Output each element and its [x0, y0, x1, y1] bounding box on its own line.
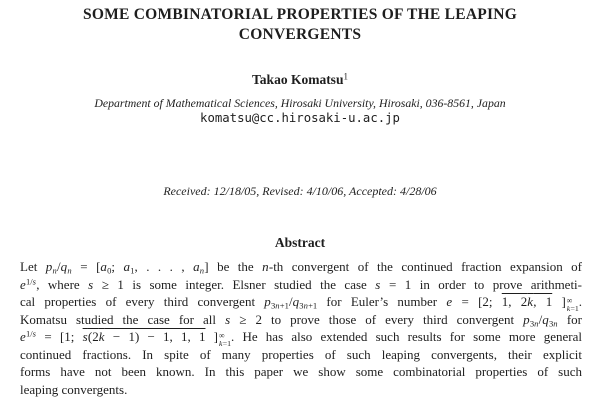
abstract-line-7: forms have not been known. In this paper…: [20, 364, 582, 379]
abstract-line-8: leaping convergents.: [20, 381, 128, 397]
author-email: komatsu@cc.hirosaki-u.ac.jp: [200, 111, 400, 125]
abstract-line-6: continued fractions. In spite of many pr…: [20, 346, 582, 362]
abstract-line-4: Komatsu studied the case for all s ≥ 2 t…: [20, 311, 582, 328]
author-affiliation: Department of Mathematical Sciences, Hir…: [94, 96, 506, 110]
abstract-line-5: e1/s = [1; s(2k − 1) − 1, 1, 1 ] ∞ k=1. He…: [20, 328, 582, 348]
abstract-line-2: e1/s, where s ≥ 1 is some integer. Elsne…: [20, 276, 583, 292]
paper-title: SOME COMBINATORIAL PROPERTIES OF THE LEA…: [82, 6, 518, 43]
author-name: Takao Komatsu: [252, 72, 344, 87]
author-line: Takao Komatsu1: [0, 72, 600, 88]
abstract-heading: Abstract: [274, 235, 326, 250]
abstract-body: Let pn/qn = [a0; a1, . . . , an] be the …: [20, 258, 582, 398]
abstract-line-3: cal properties of every third convergent…: [20, 294, 582, 313]
abstract-line-1: Let pn/qn = [a0; a1, . . . , an] be the …: [20, 259, 582, 276]
author-footnote-mark: 1: [343, 71, 348, 82]
received-revised-accepted-line: Received: 12/18/05, Revised: 4/10/06, Ac…: [163, 184, 437, 198]
